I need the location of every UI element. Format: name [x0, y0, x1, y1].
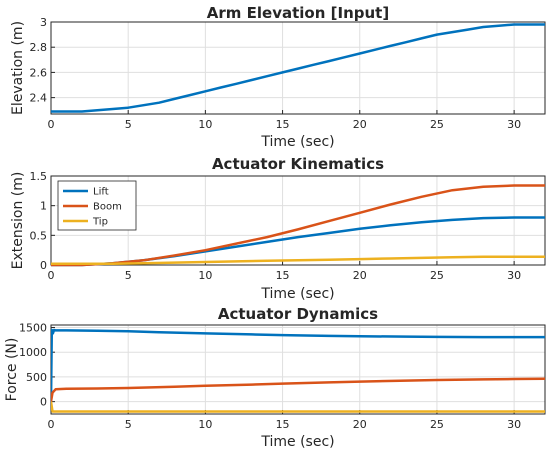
x-tick-label: 10 [198, 418, 212, 431]
legend: Lift Boom Tip [57, 180, 137, 231]
plot-border [50, 21, 546, 115]
legend-label-boom: Boom [93, 202, 122, 213]
x-tick-label: 0 [48, 269, 55, 282]
series-line-1 [51, 23, 545, 113]
x-tick-label: 10 [198, 118, 212, 131]
series-line-1 [51, 328, 545, 402]
plot-area [50, 324, 546, 415]
y-tick-label: 2.6 [30, 66, 48, 79]
y-axis-label: Elevation (m) [10, 21, 26, 115]
x-tick-label: 30 [507, 418, 521, 431]
x-tick-label: 5 [125, 118, 132, 131]
y-tick-label: 0 [40, 259, 47, 272]
y-tick-label: 2.8 [30, 41, 48, 54]
x-tick-label: 25 [430, 269, 444, 282]
legend-label-lift: Lift [93, 187, 109, 198]
x-tick-label: 20 [353, 118, 367, 131]
x-tick-label: 25 [430, 418, 444, 431]
x-tick-label: 25 [430, 118, 444, 131]
y-axis-label: Force (N) [4, 338, 20, 402]
x-tick-label: 15 [276, 118, 290, 131]
chart-title: Arm Elevation [Input] [207, 4, 389, 22]
series-line-2 [51, 377, 545, 402]
x-tick-label: 15 [276, 269, 290, 282]
y-tick-label: 1 [40, 200, 47, 213]
series-line-tip [51, 255, 545, 266]
x-tick-label: 20 [353, 418, 367, 431]
y-tick-label: 3 [40, 16, 47, 29]
series-line-boom [51, 184, 545, 267]
series-line-3 [51, 401, 545, 413]
x-tick-label: 5 [125, 418, 132, 431]
chart-title: Actuator Dynamics [218, 305, 378, 323]
y-tick-label: 1500 [19, 321, 47, 334]
y-tick-label: 1.5 [30, 170, 48, 183]
y-axis-label: Extension (m) [10, 172, 26, 270]
x-tick-label: 15 [276, 418, 290, 431]
y-tick-label: 1000 [19, 346, 47, 359]
y-tick-label: 0 [40, 396, 47, 409]
chart-elevation: 0 5 10 15 20 25 30 2.4 2.6 2.8 3 Arm Elevation [Inp… [10, 4, 546, 150]
x-axis-label: Time (sec) [260, 434, 334, 450]
x-tick-label: 0 [48, 418, 55, 431]
x-tick-label: 10 [198, 269, 212, 282]
x-tick-label: 30 [507, 269, 521, 282]
y-tick-label: 0.5 [30, 229, 48, 242]
x-tick-label: 30 [507, 118, 521, 131]
x-tick-label: 5 [125, 269, 132, 282]
chart-title: Actuator Kinematics [212, 155, 384, 173]
x-axis-label: Time (sec) [260, 286, 334, 302]
y-tick-label: 500 [26, 371, 47, 384]
x-axis-label: Time (sec) [260, 134, 334, 150]
chart-kinematics: 0 5 10 15 20 25 30 0 0.5 1 1.5 Actuator Kinematics T… [10, 155, 546, 302]
plot-border [50, 175, 546, 266]
y-tick-label: 2.4 [30, 92, 48, 105]
chart-dynamics: 0 5 10 15 20 25 30 0 500 1000 1500 Actuator Dynamic… [4, 305, 546, 450]
x-tick-label: 0 [48, 118, 55, 131]
legend-label-tip: Tip [92, 217, 108, 228]
x-tick-label: 20 [353, 269, 367, 282]
